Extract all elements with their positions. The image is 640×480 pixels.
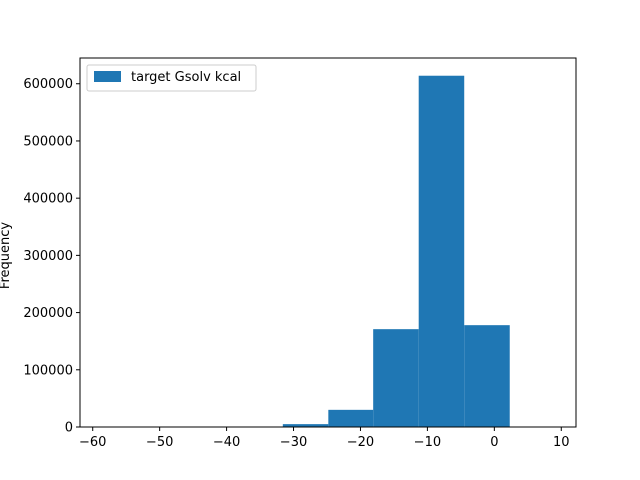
legend-swatch xyxy=(94,71,121,82)
histogram-bar xyxy=(373,329,419,427)
histogram-bar xyxy=(464,325,510,427)
x-tick-label: 0 xyxy=(490,435,498,450)
y-axis-ticks: 0 100000 200000 300000 400000 500000 600000 xyxy=(23,77,80,436)
x-tick-label: −20 xyxy=(347,435,374,450)
y-axis-label: Frequency xyxy=(0,222,13,289)
y-tick-label: 0 xyxy=(65,421,73,436)
histogram-bar xyxy=(418,75,465,427)
y-tick-label: 500000 xyxy=(23,134,73,149)
y-tick-label: 100000 xyxy=(23,363,73,378)
histogram-bar xyxy=(282,424,329,427)
legend: target Gsolv kcal xyxy=(86,64,257,92)
x-tick-label: −40 xyxy=(213,435,240,450)
y-tick-label: 300000 xyxy=(23,249,73,264)
x-tick-label: −60 xyxy=(79,435,106,450)
legend-label: target Gsolv kcal xyxy=(131,70,241,85)
legend-box xyxy=(86,64,257,92)
x-tick-label: −30 xyxy=(280,435,307,450)
x-tick-label: −50 xyxy=(146,435,173,450)
y-tick-label: 400000 xyxy=(23,192,73,207)
x-tick-label: −10 xyxy=(414,435,441,450)
histogram-bars xyxy=(237,75,510,427)
x-axis-ticks: −60 −50 −40 −30 −20 −10 0 10 xyxy=(79,427,570,450)
plot-area-frame xyxy=(79,57,577,428)
x-tick-label: 10 xyxy=(553,435,570,450)
y-tick-label: 600000 xyxy=(23,77,73,92)
y-tick-label: 200000 xyxy=(23,306,73,321)
histogram-bar xyxy=(328,409,374,427)
